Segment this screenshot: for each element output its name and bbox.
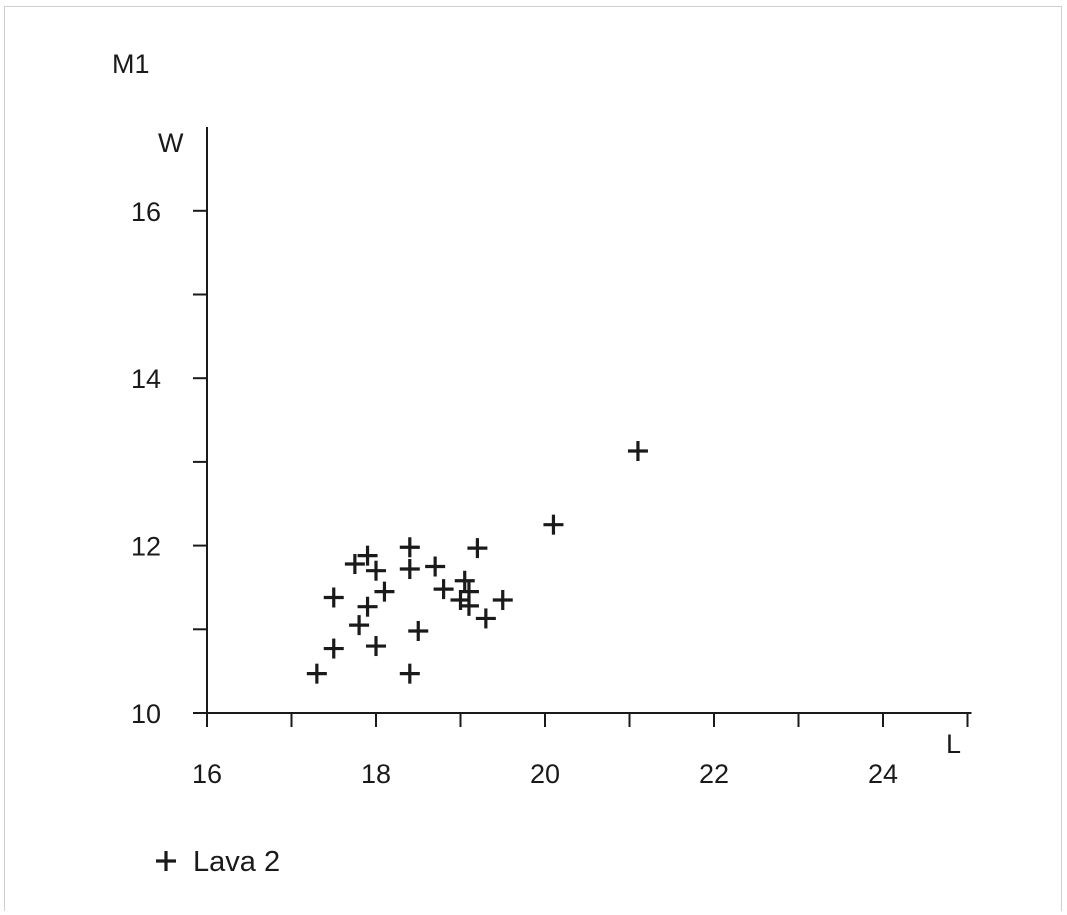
data-point bbox=[357, 545, 378, 566]
data-point bbox=[306, 663, 327, 684]
y-tick-label: 14 bbox=[131, 364, 161, 394]
legend-label: Lava 2 bbox=[193, 846, 280, 878]
x-axis-label: L bbox=[946, 729, 961, 759]
data-point bbox=[425, 556, 446, 577]
legend: Lava 2 bbox=[156, 846, 280, 878]
data-point bbox=[399, 663, 420, 684]
x-tick-label: 16 bbox=[192, 759, 222, 789]
data-point bbox=[627, 441, 648, 462]
axes bbox=[206, 127, 972, 714]
y-tick-label: 12 bbox=[131, 532, 161, 562]
data-points bbox=[306, 441, 648, 684]
data-point bbox=[433, 579, 454, 600]
y-tick-label: 16 bbox=[131, 197, 161, 227]
data-point bbox=[399, 559, 420, 580]
data-point bbox=[349, 615, 370, 636]
legend-plus-icon bbox=[156, 851, 176, 871]
x-tick-label: 22 bbox=[699, 759, 729, 789]
legend-marker-plus bbox=[156, 851, 176, 871]
data-point bbox=[492, 590, 513, 611]
data-point bbox=[399, 537, 420, 558]
tick-labels: 16 18 20 22 24 10 12 14 16 bbox=[131, 197, 898, 789]
chart-title: M1 bbox=[112, 49, 150, 79]
data-point bbox=[374, 581, 395, 602]
data-point bbox=[366, 636, 386, 657]
data-point bbox=[357, 596, 378, 617]
y-tick-label: 10 bbox=[131, 699, 161, 729]
x-tick-label: 24 bbox=[868, 759, 898, 789]
figure-frame bbox=[4, 6, 1062, 911]
data-point bbox=[408, 620, 429, 641]
data-point bbox=[467, 538, 488, 559]
x-tick-label: 18 bbox=[361, 759, 391, 789]
y-axis-label: W bbox=[158, 128, 184, 158]
data-point bbox=[344, 554, 365, 575]
data-point bbox=[458, 581, 479, 602]
tick-marks bbox=[193, 209, 969, 727]
data-point bbox=[323, 638, 344, 659]
data-point bbox=[475, 608, 496, 629]
data-point bbox=[543, 514, 564, 535]
data-point bbox=[366, 560, 386, 581]
data-point bbox=[323, 587, 344, 608]
data-point bbox=[454, 570, 475, 591]
x-tick-label: 20 bbox=[530, 759, 560, 789]
